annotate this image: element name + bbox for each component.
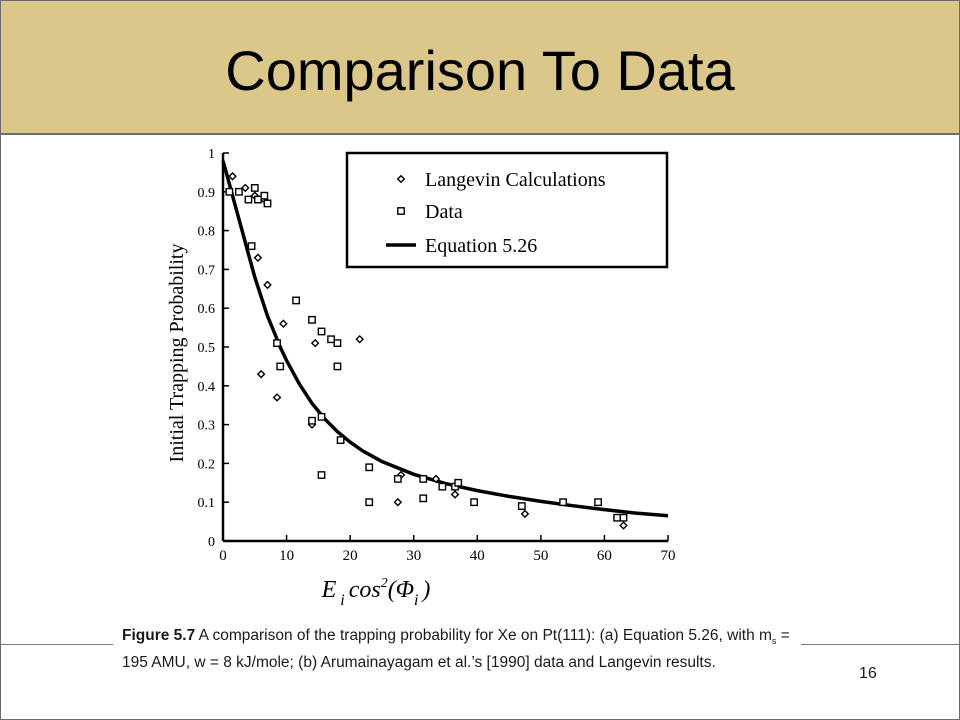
page-number: 16: [859, 665, 877, 682]
data-point: [308, 416, 316, 425]
y-tick-label: 0.5: [198, 341, 216, 356]
y-tick-label: 0: [208, 535, 215, 550]
y-tick-label: 0.1: [198, 496, 216, 511]
chart-svg: 0 10 20 30 40 50 60 70 0 0.1 0.2 0.3 0.4 0.5 0.6 0.7 0.8…: [166, 147, 676, 609]
langevin-point: [431, 474, 441, 484]
legend-marker-data: [397, 207, 405, 215]
data-point: [247, 242, 256, 251]
y-tick-label: 0.2: [198, 457, 216, 472]
slide-title: Comparison To Data: [225, 39, 735, 102]
data-point: [234, 187, 243, 196]
x-axis-label-mid: cos: [349, 577, 381, 603]
data-point: [333, 339, 342, 348]
data-point: [454, 478, 463, 487]
langevin-point: [240, 183, 250, 193]
data-point: [438, 482, 447, 491]
langevin-point: [520, 509, 530, 519]
langevin-point: [256, 369, 266, 379]
x-tick-label: 10: [279, 548, 294, 564]
caption-rule-left: [1, 644, 113, 645]
data-point: [333, 362, 342, 371]
langevin-point: [228, 171, 237, 181]
caption-rule-right: [801, 644, 959, 645]
legend-label: Langevin Calculations: [425, 169, 606, 191]
caption-text-part1: A comparison of the trapping probability…: [198, 627, 772, 644]
x-tick-label: 50: [533, 548, 548, 564]
data-point: [559, 498, 568, 507]
langevin-point: [450, 490, 460, 499]
data-point: [317, 471, 326, 479]
figure-caption: Figure 5.7 A comparison of the trapping …: [122, 625, 802, 673]
langevin-point: [279, 319, 288, 329]
x-tick-label: 30: [406, 548, 421, 564]
data-point: [419, 475, 428, 483]
x-tick-label: 70: [661, 548, 676, 564]
x-tick-label: 40: [470, 548, 485, 564]
figure-label: Figure 5.7: [122, 627, 196, 644]
x-axis-label-sub: i: [340, 592, 344, 609]
langevin-point: [263, 280, 272, 290]
legend-marker-langevin: [396, 174, 406, 184]
langevin-point: [355, 334, 364, 344]
x-axis-label-sub2: i: [414, 592, 418, 609]
x-tick-label: 0: [219, 548, 227, 564]
trapping-probability-chart: 0 10 20 30 40 50 60 70 0 0.1 0.2 0.3 0.4 0.5 0.6 0.7 0.8…: [151, 141, 711, 611]
x-axis-label-paren-open: (Φ: [388, 577, 414, 603]
langevin-point: [272, 393, 282, 402]
x-axis-label-base: E: [321, 577, 337, 603]
y-tick-label: 0.3: [198, 419, 216, 434]
data-point: [317, 412, 326, 421]
x-axis-label-sup: 2: [381, 576, 388, 591]
data-point: [225, 187, 234, 196]
data-point: [365, 498, 374, 507]
y-tick-label: 0.4: [198, 380, 216, 395]
data-point: [292, 296, 301, 305]
data-point: [393, 475, 402, 483]
langevin-point: [310, 338, 320, 348]
data-point: [254, 195, 262, 204]
y-axis-label: Initial Trapping Probability: [166, 244, 188, 463]
y-tick-label: 1: [208, 147, 215, 162]
data-point: [517, 502, 526, 510]
y-tick-label: 0.8: [198, 225, 216, 240]
langevin-point: [253, 253, 263, 263]
x-tick-label: 20: [343, 548, 358, 564]
data-point: [244, 195, 253, 204]
data-point: [336, 436, 345, 445]
data-point: [273, 339, 281, 348]
data-point: [365, 463, 374, 472]
data-point: [327, 335, 335, 344]
data-point: [308, 315, 316, 324]
data-point: [419, 494, 428, 503]
caption-ms-sub: s: [771, 636, 777, 647]
data-point: [619, 513, 628, 522]
data-point: [613, 513, 622, 522]
y-tick-label: 0.6: [198, 302, 216, 317]
x-tick-label: 60: [597, 548, 612, 564]
x-axis-label-paren-close: ): [420, 577, 430, 603]
data-point: [317, 327, 326, 336]
data-point: [276, 362, 285, 371]
data-point: [263, 199, 272, 208]
legend-label: Data: [425, 201, 463, 223]
langevin-point: [393, 497, 403, 507]
title-bar: Comparison To Data: [1, 1, 959, 135]
y-tick-label: 0.7: [198, 263, 216, 278]
data-point: [260, 191, 269, 200]
caption-text-part2: = 195 AMU, w = 8 kJ/mole; (b) Arumainaya…: [122, 627, 790, 672]
data-point: [594, 498, 602, 507]
data-point: [470, 498, 479, 507]
legend-label: Equation 5.26: [425, 235, 537, 257]
langevin-point: [619, 521, 628, 530]
data-point: [250, 184, 259, 192]
y-tick-label: 0.9: [198, 186, 216, 201]
